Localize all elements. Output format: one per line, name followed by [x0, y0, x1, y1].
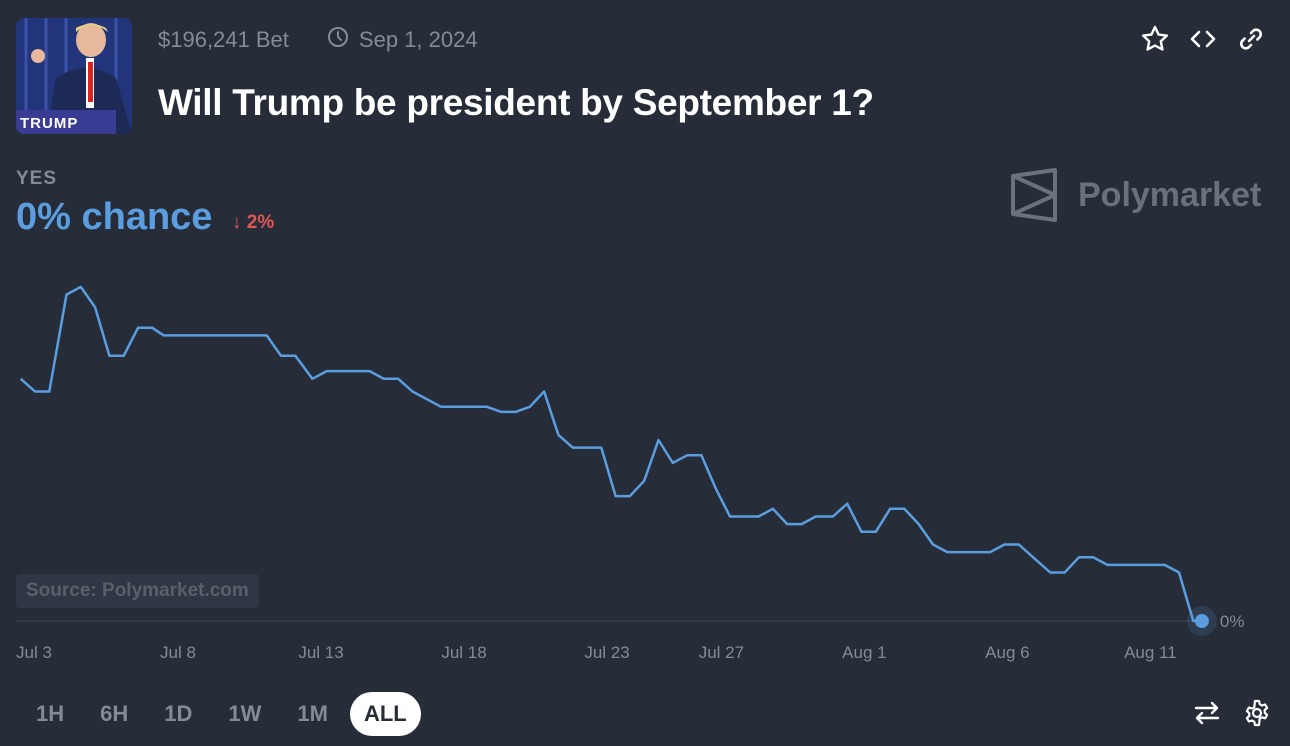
end-date-text: Sep 1, 2024: [358, 27, 478, 52]
chart-tools: [1192, 698, 1272, 728]
swap-icon[interactable]: [1192, 698, 1222, 728]
price-chart: Jul 3 Jul 8 Jul 13 Jul 18 Jul 23 Jul 27 Aug 1 A…: [16, 285, 1245, 662]
outcome-label: YES: [16, 168, 58, 189]
range-1w[interactable]: 1W: [228, 701, 262, 726]
polymarket-logo: Polymarket: [1010, 168, 1261, 222]
x-tick-label: Jul 23: [584, 643, 629, 662]
range-6h[interactable]: 6H: [100, 701, 129, 726]
x-tick-label: Jul 27: [699, 643, 744, 662]
range-1d[interactable]: 1D: [164, 701, 193, 726]
end-value-label: 0%: [1220, 612, 1245, 631]
x-tick-label: Aug 6: [985, 643, 1029, 662]
polymarket-logo-icon: [1011, 168, 1057, 222]
range-1h[interactable]: 1H: [36, 701, 65, 726]
end-point[interactable]: [1194, 614, 1209, 628]
star-icon[interactable]: [1140, 24, 1170, 54]
code-icon[interactable]: [1188, 24, 1218, 54]
x-tick-label: Jul 8: [160, 643, 196, 662]
brand-name: Polymarket: [1078, 175, 1262, 214]
x-tick-label: Aug 1: [842, 643, 886, 662]
gear-icon[interactable]: [1242, 698, 1272, 728]
chance-delta: ↓ 2%: [232, 212, 274, 234]
arrow-down-icon: ↓: [232, 212, 242, 233]
chance-value: 0% chance: [16, 196, 213, 238]
source-badge: Source: Polymarket.com: [16, 574, 259, 608]
link-icon[interactable]: [1236, 24, 1266, 54]
x-tick-label: Jul 13: [298, 643, 343, 662]
series-line-yes: [19, 285, 1202, 623]
range-1m[interactable]: 1M: [297, 701, 328, 726]
x-tick-label: Jul 3: [16, 643, 52, 662]
thumbnail-podium-text: TRUMP: [20, 115, 78, 132]
volume-text: $196,241 Bet: [158, 27, 289, 52]
header-actions: [1140, 24, 1266, 54]
market-title: Will Trump be president by September 1?: [158, 82, 874, 123]
x-tick-label: Aug 11: [1124, 643, 1177, 662]
x-tick-label: Jul 18: [441, 643, 486, 662]
market-thumbnail: TRUMP: [16, 18, 132, 134]
clock-icon: [327, 26, 349, 54]
market-meta: $196,241 Bet Sep 1, 2024: [158, 26, 478, 54]
time-range-selector: 1H 6H 1D 1W 1M ALL: [22, 692, 421, 736]
delta-value: 2%: [246, 212, 275, 233]
range-all[interactable]: ALL: [349, 692, 421, 736]
